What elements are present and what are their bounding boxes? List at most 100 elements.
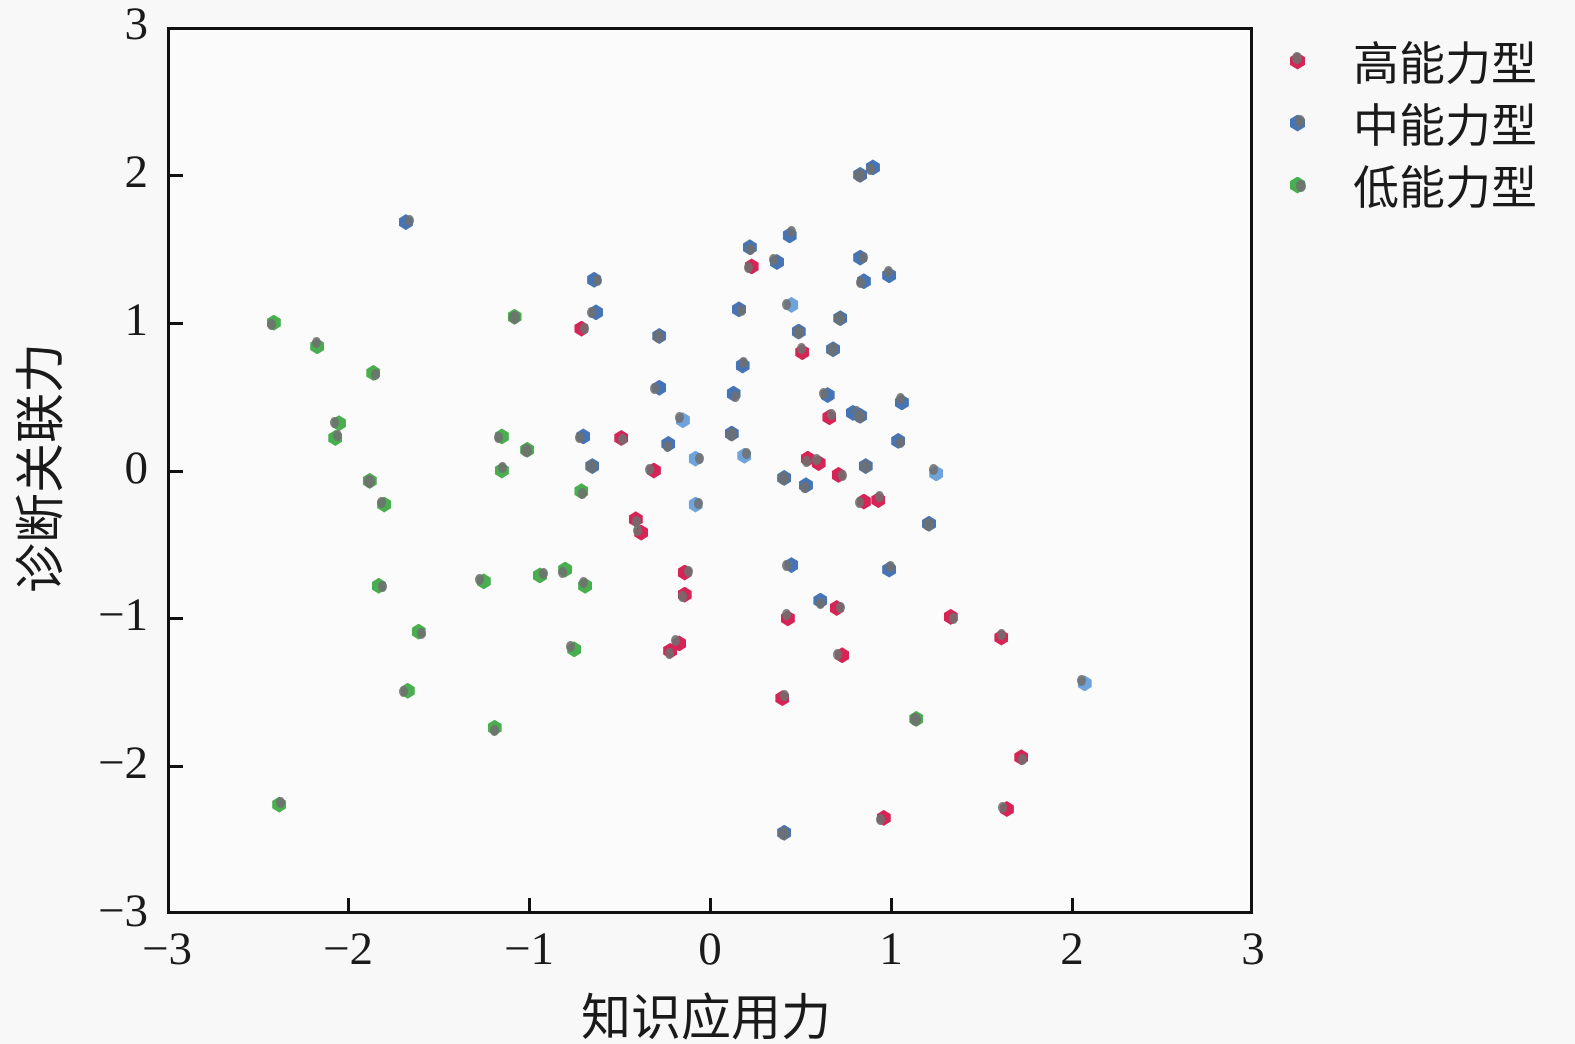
marker-gray-shade	[859, 460, 871, 474]
data-point	[813, 592, 828, 609]
marker-gray-shade	[997, 628, 1007, 640]
marker-gray-shade	[738, 356, 748, 368]
marker-gray-shade	[579, 576, 589, 588]
data-point	[586, 304, 603, 321]
data-point	[726, 385, 741, 402]
data-point	[272, 796, 287, 813]
marker-gray-shade	[633, 524, 643, 536]
data-point	[575, 428, 591, 445]
data-point	[644, 462, 661, 479]
y-tick-mark	[170, 469, 183, 473]
legend-label: 高能力型	[1353, 39, 1537, 90]
marker-gray-shade	[792, 325, 804, 339]
data-point	[894, 393, 909, 411]
x-tick-label: −2	[322, 923, 373, 975]
marker-gray-shade	[854, 168, 866, 182]
marker-gray-shade	[497, 461, 507, 473]
marker-gray-shade	[896, 436, 906, 448]
marker-gray-shade	[743, 262, 753, 274]
data-point	[853, 166, 868, 183]
data-point	[768, 254, 784, 271]
y-tick-mark	[170, 617, 183, 621]
marker-gray-shade	[865, 164, 875, 176]
y-tick-label: 3	[124, 0, 149, 50]
marker-gray-shade	[1295, 114, 1305, 127]
data-point	[822, 409, 837, 426]
marker-gray-shade	[650, 382, 660, 394]
data-point	[628, 511, 643, 528]
data-point	[743, 258, 759, 275]
marker-gray-shade	[855, 277, 865, 289]
marker-gray-shade	[827, 409, 837, 421]
data-point	[875, 809, 891, 826]
data-point	[493, 428, 509, 445]
marker-gray-shade	[575, 432, 585, 444]
marker-gray-shade	[671, 635, 681, 647]
marker-gray-shade	[782, 298, 792, 310]
y-axis-title: 诊断关联力	[13, 343, 69, 593]
data-point	[775, 690, 790, 707]
data-point	[371, 577, 387, 594]
marker-gray-shade	[333, 429, 343, 441]
data-point	[818, 387, 835, 404]
data-point	[780, 609, 795, 627]
marker-gray-shade	[474, 574, 484, 586]
marker-gray-shade	[834, 312, 846, 326]
x-tick-mark	[890, 898, 893, 911]
data-point	[507, 308, 522, 325]
x-tick-label: 2	[1060, 923, 1084, 975]
marker-gray-shade	[677, 590, 687, 602]
marker-gray-shade	[377, 580, 387, 592]
data-point	[1076, 675, 1092, 692]
legend-dot-icon	[1290, 176, 1306, 194]
x-tick-mark	[709, 898, 712, 911]
data-point	[782, 226, 797, 244]
x-tick-label: 0	[698, 923, 722, 975]
marker-gray-shade	[538, 568, 548, 580]
data-point	[865, 159, 880, 176]
data-point	[671, 635, 687, 652]
data-point	[798, 477, 813, 494]
marker-gray-shade	[631, 516, 641, 528]
data-point	[574, 483, 589, 500]
marker-gray-shade	[377, 496, 387, 508]
data-point	[532, 567, 548, 584]
marker-gray-shade	[786, 226, 796, 238]
marker-gray-shade	[811, 454, 821, 466]
data-point	[362, 472, 377, 489]
marker-gray-shade	[508, 310, 520, 324]
marker-gray-shade	[644, 463, 654, 475]
data-point	[377, 496, 392, 513]
marker-gray-shade	[1018, 754, 1028, 766]
y-tick-mark	[170, 173, 183, 177]
marker-gray-shade	[801, 455, 811, 467]
x-tick-label: −3	[141, 923, 192, 975]
y-tick-label: −2	[97, 737, 148, 790]
marker-gray-shade	[653, 329, 665, 343]
data-point	[891, 432, 906, 449]
marker-gray-shade	[586, 307, 596, 319]
legend-label: 低能力型	[1353, 163, 1537, 214]
legend-item: 低能力型	[1290, 160, 1537, 214]
data-point	[777, 469, 792, 486]
data-point	[614, 429, 629, 446]
marker-gray-shade	[818, 388, 828, 400]
data-point	[777, 824, 792, 841]
marker-gray-shade	[398, 685, 408, 697]
legend-dot-icon	[1290, 51, 1305, 70]
data-point	[871, 491, 886, 509]
marker-gray-shade	[730, 390, 740, 402]
marker-gray-shade	[778, 826, 790, 840]
data-point	[688, 496, 703, 513]
data-point	[922, 515, 936, 532]
marker-gray-shade	[854, 409, 866, 423]
data-point	[674, 412, 690, 429]
data-point	[853, 249, 869, 266]
data-point	[494, 461, 509, 479]
marker-gray-shade	[782, 560, 792, 572]
x-tick-label: 3	[1241, 923, 1265, 975]
marker-gray-shade	[489, 724, 499, 736]
data-point	[854, 493, 871, 510]
data-point	[929, 464, 944, 482]
